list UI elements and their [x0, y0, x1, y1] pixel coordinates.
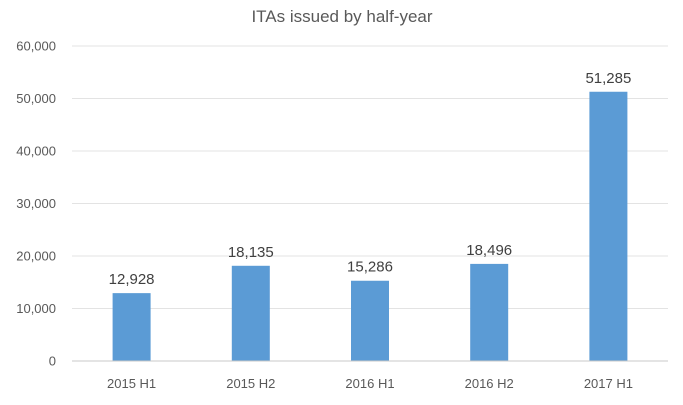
y-tick-label: 60,000 [16, 39, 56, 54]
x-tick-label: 2015 H1 [107, 376, 156, 391]
data-label: 12,928 [109, 271, 155, 288]
data-labels: 12,928 18,135 15,286 18,496 51,285 [109, 70, 632, 288]
bar [112, 293, 151, 361]
data-label: 18,496 [466, 242, 512, 259]
bar [470, 263, 509, 361]
y-tick-label: 50,000 [16, 91, 56, 106]
bar [231, 265, 270, 361]
data-label: 18,135 [228, 244, 274, 261]
gridlines [72, 45, 668, 309]
x-tick-label: 2015 H2 [226, 376, 275, 391]
y-tick-label: 30,000 [16, 196, 56, 211]
bar [351, 280, 389, 361]
data-label: 15,286 [347, 259, 393, 276]
data-label: 51,285 [585, 70, 631, 87]
x-tick-label: 2016 H2 [465, 376, 514, 391]
bars [112, 91, 628, 361]
x-tick-label: 2016 H1 [345, 376, 394, 391]
chart-title: ITAs issued by half-year [251, 7, 432, 26]
bar [589, 91, 628, 361]
x-axis-tick-labels: 2015 H1 2015 H2 2016 H1 2016 H2 2017 H1 [107, 376, 633, 391]
y-tick-label: 40,000 [16, 144, 56, 159]
y-tick-label: 20,000 [16, 249, 56, 264]
y-tick-label: 0 [49, 354, 56, 369]
x-tick-label: 2017 H1 [584, 376, 633, 391]
y-tick-label: 10,000 [16, 301, 56, 316]
y-axis-tick-labels: 0 10,000 20,000 30,000 40,000 50,000 60,000 [16, 39, 56, 369]
